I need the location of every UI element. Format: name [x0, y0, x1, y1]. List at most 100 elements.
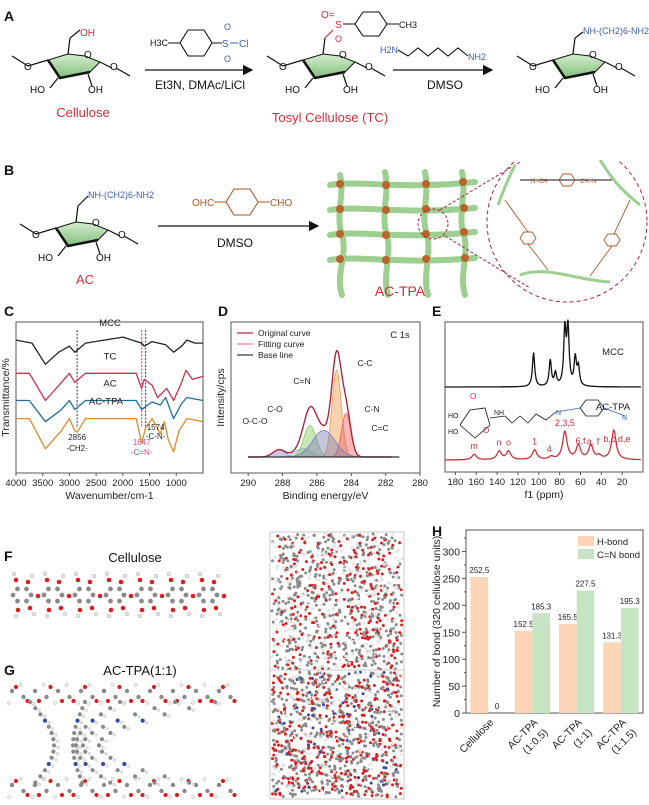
atom — [370, 794, 374, 798]
atom — [272, 709, 276, 713]
atom — [277, 779, 281, 783]
atom — [386, 618, 390, 622]
y-tick-label: 300 — [442, 547, 460, 559]
atom — [375, 620, 379, 624]
atom — [372, 776, 376, 780]
atom — [390, 654, 394, 657]
atom — [277, 601, 281, 605]
atom — [355, 568, 359, 572]
atom — [275, 612, 279, 616]
peak-label: o — [506, 438, 511, 448]
atom — [315, 565, 319, 569]
atom — [366, 651, 370, 654]
atom — [295, 692, 299, 696]
atom — [301, 760, 305, 764]
atom — [343, 705, 347, 709]
x-tick-label: 1000 — [166, 478, 187, 489]
substituent-label-a: NH-(CH2)6-NH2 — [583, 26, 649, 36]
atom — [290, 679, 294, 683]
atom — [373, 572, 377, 576]
atom — [323, 738, 327, 742]
atom — [303, 773, 307, 777]
atom — [288, 640, 292, 644]
atom — [299, 736, 303, 740]
atom-backbone — [83, 749, 88, 754]
annotation-group: -CH2- — [66, 444, 88, 453]
atom — [346, 769, 350, 773]
atom — [287, 789, 291, 792]
atom — [382, 710, 386, 714]
atom — [354, 555, 358, 559]
atom-carbon — [9, 782, 15, 788]
atom — [289, 597, 292, 600]
atom — [349, 702, 353, 705]
atom — [282, 726, 286, 730]
atom — [295, 678, 299, 681]
atom — [371, 607, 375, 611]
atom — [343, 663, 347, 667]
x-tick-label: 2500 — [86, 478, 107, 489]
x-tick-label: 284 — [343, 478, 359, 489]
atom — [370, 663, 374, 667]
atom — [395, 661, 399, 665]
atom — [294, 765, 298, 769]
atom — [291, 626, 295, 630]
atom — [388, 565, 392, 569]
atom — [375, 551, 379, 555]
atom — [272, 743, 276, 747]
atom — [353, 687, 357, 691]
atom — [296, 764, 300, 768]
crosslink-nodes — [336, 178, 469, 264]
atom-oxygen — [118, 579, 124, 585]
atom — [323, 565, 327, 569]
atom-hydrogen — [42, 714, 47, 718]
atom — [278, 580, 282, 584]
atom — [362, 551, 366, 554]
atom — [350, 570, 353, 574]
atom-hydrogen — [112, 708, 116, 712]
atom — [357, 747, 361, 751]
atom — [318, 771, 322, 775]
atom-hydrogen — [145, 720, 149, 725]
series-line-ac — [16, 396, 204, 423]
atom — [391, 575, 395, 579]
atom — [344, 646, 348, 650]
atom — [290, 606, 294, 610]
atom — [376, 616, 380, 620]
atom — [391, 772, 395, 776]
atom — [311, 560, 315, 564]
atom-oxygen — [15, 607, 21, 613]
atom — [363, 614, 367, 618]
atom — [382, 671, 386, 674]
atom — [327, 552, 331, 556]
atom — [364, 744, 368, 748]
atom — [364, 736, 368, 739]
atom — [317, 595, 321, 599]
atom — [364, 543, 368, 547]
atom — [374, 613, 378, 617]
svg-text:O: O — [529, 62, 537, 73]
atom — [338, 704, 342, 708]
atom — [288, 538, 292, 542]
atom — [381, 558, 385, 562]
atom-oxygen — [48, 684, 53, 690]
atom — [359, 616, 363, 619]
atom — [301, 552, 305, 556]
atom — [355, 790, 359, 793]
atom — [322, 686, 326, 689]
atom — [381, 597, 385, 601]
atom — [361, 636, 364, 640]
atom-hydrogen — [78, 745, 82, 749]
atom-backbone — [27, 699, 33, 705]
atom — [331, 703, 335, 707]
atom — [386, 581, 390, 585]
atom — [315, 731, 319, 735]
atom — [333, 680, 337, 683]
atom — [356, 678, 360, 682]
atom — [387, 746, 391, 749]
atom — [359, 739, 363, 743]
atom — [357, 622, 361, 626]
atom-carbon — [117, 586, 122, 592]
svg-text:O: O — [279, 62, 287, 73]
atom — [391, 543, 395, 547]
